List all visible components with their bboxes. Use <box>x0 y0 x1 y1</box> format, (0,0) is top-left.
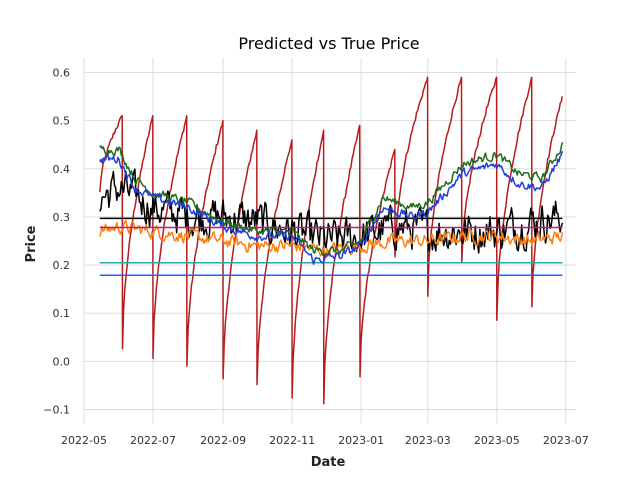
y-tick-label: 0.1 <box>53 307 71 320</box>
y-tick-label: 0.6 <box>53 66 71 79</box>
x-tick-label: 2023-05 <box>474 434 520 447</box>
y-tick-label: 0.2 <box>53 259 71 272</box>
series-line-1 <box>99 168 564 254</box>
x-tick-label: 2023-03 <box>405 434 451 447</box>
x-axis-label: Date <box>311 455 346 470</box>
x-tick-label: 2022-11 <box>269 434 315 447</box>
series-line-0 <box>99 76 563 405</box>
x-tick-label: 2023-01 <box>338 434 384 447</box>
y-tick-label: −0.1 <box>43 404 70 417</box>
y-tick-label: 0.0 <box>53 355 71 368</box>
x-tick-label: 2022-07 <box>130 434 176 447</box>
x-tick-label: 2023-07 <box>543 434 589 447</box>
y-axis-label: Price <box>24 225 39 262</box>
series-layer <box>99 76 564 405</box>
x-tick-labels: 2022-05 2022-07 2022-09 2022-11 2023-01 2023-… <box>61 434 589 447</box>
grid <box>83 58 576 424</box>
y-tick-label: 0.4 <box>53 163 71 176</box>
series-line-2 <box>99 142 564 257</box>
y-tick-label: 0.5 <box>53 115 71 128</box>
y-tick-label: 0.3 <box>53 211 71 224</box>
x-tick-label: 2022-09 <box>200 434 246 447</box>
y-tick-labels: −0.1 0.0 0.1 0.2 0.3 0.4 0.5 0.6 <box>43 66 70 416</box>
series-line-3 <box>99 150 564 265</box>
x-tick-label: 2022-05 <box>61 434 107 447</box>
chart-title: Predicted vs True Price <box>238 34 419 53</box>
